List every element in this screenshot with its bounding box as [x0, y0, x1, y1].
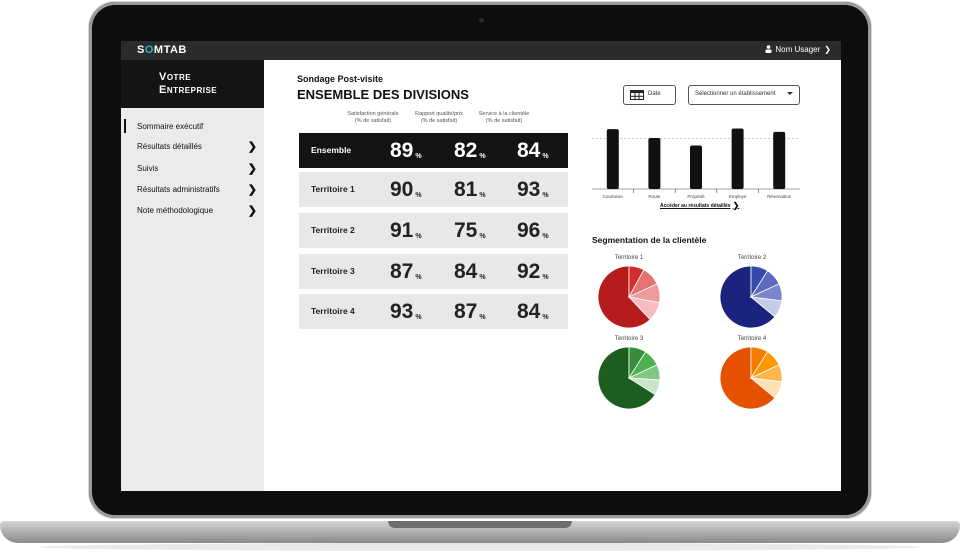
- column-header-rapport: Rapport qualité/prix (% de satisfait): [415, 111, 463, 124]
- select-label: Sélectionner un établissement: [695, 91, 776, 97]
- logo[interactable]: SOMTAB: [137, 44, 187, 56]
- active-indicator: [124, 119, 126, 133]
- pie-label-territoire-3: Territoire 3: [614, 336, 644, 342]
- pie-chart-territoire-2: [719, 265, 783, 329]
- score-value: 91%: [390, 219, 422, 242]
- pie-label-territoire-4: Territoire 4: [737, 336, 767, 342]
- pie-slice: [627, 296, 660, 321]
- camera: [479, 18, 484, 23]
- sidebar-item-suivis[interactable]: Suivis ❯: [137, 163, 257, 175]
- chevron-right-icon: ❯: [247, 205, 257, 217]
- tick-label: Route: [648, 194, 661, 199]
- tick-label: Courtoisie: [603, 194, 624, 199]
- column-header-service: Service à la clientèle (% de satisfait): [478, 111, 530, 124]
- row-label: Territoire 1: [311, 184, 355, 194]
- screen: SOMTAB Nom Usager ❯ Votre Entreprise Somm…: [121, 41, 841, 491]
- row-label: Territoire 3: [311, 266, 355, 276]
- pie-slice: [719, 346, 776, 410]
- laptop-base: [0, 521, 960, 543]
- sidebar-item-resultats-administratifs[interactable]: Résultats administratifs ❯: [137, 184, 257, 196]
- pie-chart-territoire-1: [597, 265, 661, 329]
- person-icon: [765, 45, 772, 53]
- chevron-right-icon: ❯: [247, 163, 257, 175]
- score-value: 96%: [517, 219, 549, 242]
- sidebar-item-sommaire[interactable]: Sommaire exécutif: [137, 122, 204, 131]
- user-name: Nom Usager: [775, 45, 821, 54]
- chevron-right-icon: ❯: [732, 201, 740, 210]
- company-name: Votre Entreprise: [159, 71, 218, 96]
- detail-results-link[interactable]: Accéder au résultats détaillés ❯: [660, 201, 740, 210]
- table-row: Territoire 4 93% 87% 84%: [299, 294, 568, 329]
- row-label: Territoire 2: [311, 225, 355, 235]
- pie-slice: [749, 296, 783, 318]
- pie-slice: [719, 265, 776, 329]
- laptop-shadow: [40, 543, 920, 551]
- pie-label-territoire-1: Territoire 1: [614, 255, 644, 261]
- pie-slice: [597, 346, 656, 410]
- score-value: 82%: [454, 139, 486, 162]
- table-row: Ensemble 89% 82% 84%: [299, 133, 568, 168]
- bar-chart: Courtoisie Route Propreté Employé Réservatio…: [592, 128, 800, 199]
- establishment-select[interactable]: Sélectionner un établissement: [688, 85, 800, 105]
- bar: [773, 131, 786, 189]
- score-value: 90%: [390, 178, 422, 201]
- score-value: 92%: [517, 260, 549, 283]
- score-value: 87%: [454, 300, 486, 323]
- sidebar: [121, 108, 264, 491]
- score-value: 75%: [454, 219, 486, 242]
- date-button[interactable]: Date: [623, 85, 676, 105]
- bar: [731, 128, 744, 189]
- chevron-right-icon: ❯: [247, 184, 257, 196]
- score-value: 84%: [454, 260, 486, 283]
- date-label: Date: [648, 91, 661, 97]
- chevron-down-icon: ❯: [824, 45, 831, 54]
- table-row: Territoire 3 87% 84% 92%: [299, 254, 568, 289]
- calendar-icon: [630, 90, 644, 100]
- score-value: 93%: [390, 300, 422, 323]
- bar: [606, 129, 619, 189]
- laptop-notch: [388, 521, 572, 528]
- row-label: Ensemble: [311, 145, 352, 155]
- chevron-right-icon: ❯: [247, 141, 257, 153]
- pie-chart-territoire-3: [597, 346, 661, 410]
- bar: [648, 138, 661, 189]
- caret-down-icon: [787, 92, 793, 95]
- score-value: 81%: [454, 178, 486, 201]
- tick-label: Réservation: [767, 194, 792, 199]
- page-title: ENSEMBLE DES DIVISIONS: [297, 87, 469, 102]
- column-header-satisfaction: Satisfaction générale (% de satisfait): [347, 111, 399, 124]
- page-subtitle: Sondage Post-visite: [297, 74, 384, 84]
- pie-chart-territoire-4: [719, 346, 783, 410]
- pie-slice: [628, 377, 661, 396]
- top-bar: SOMTAB Nom Usager ❯: [121, 41, 841, 60]
- score-value: 89%: [390, 139, 422, 162]
- tick-label: Propreté: [687, 194, 705, 199]
- pie-slice: [597, 265, 651, 329]
- segmentation-title: Segmentation de la clientèle: [592, 235, 707, 245]
- sidebar-item-resultats-detailles[interactable]: Résultats détaillés ❯: [137, 141, 257, 153]
- tick-label: Employé: [729, 194, 747, 199]
- score-value: 84%: [517, 139, 549, 162]
- pie-label-territoire-2: Territoire 2: [737, 255, 767, 261]
- sidebar-item-note-methodologique[interactable]: Note méthodologique ❯: [137, 205, 257, 217]
- score-value: 93%: [517, 178, 549, 201]
- user-menu[interactable]: Nom Usager ❯: [765, 45, 831, 54]
- table-row: Territoire 1 90% 81% 93%: [299, 172, 568, 207]
- score-value: 87%: [390, 260, 422, 283]
- pie-slice: [749, 377, 783, 399]
- row-label: Territoire 4: [311, 306, 355, 316]
- table-row: Territoire 2 91% 75% 96%: [299, 213, 568, 248]
- bar: [690, 145, 702, 189]
- score-value: 84%: [517, 300, 549, 323]
- company-block: Votre Entreprise: [121, 60, 264, 108]
